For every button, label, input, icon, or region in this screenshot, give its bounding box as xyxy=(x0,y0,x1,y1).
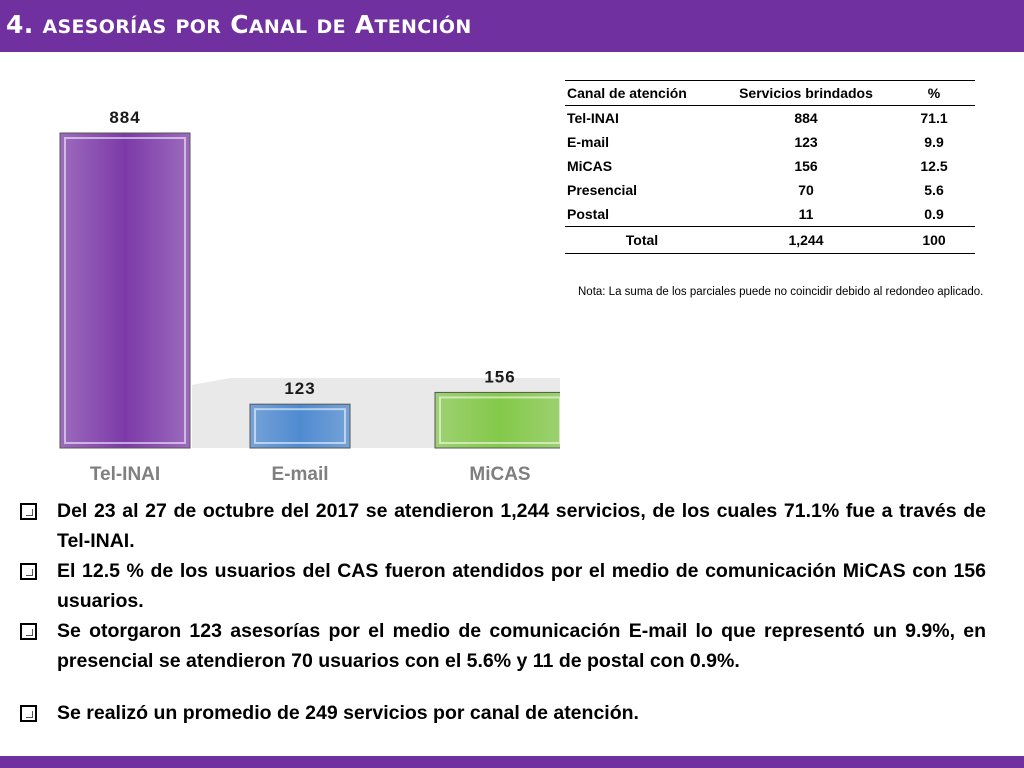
table-cell: 884 xyxy=(794,110,818,126)
bullet-item: Se realizó un promedio de 249 servicios … xyxy=(20,698,986,728)
bullet-item: El 12.5 % de los usuarios del CAS fueron… xyxy=(20,556,986,616)
table-cell: 5.6 xyxy=(924,182,944,198)
title-number: 4. xyxy=(6,10,34,39)
title-bar: 4. Asesorías por Canal de Atención xyxy=(0,0,1024,52)
table-header-row: Canal de atención Servicios brindados % xyxy=(565,80,975,106)
table-cell: Postal xyxy=(567,206,610,222)
bar-tel-inai xyxy=(59,132,191,449)
table-cell: 156 xyxy=(794,158,818,174)
bullet-item: Se otorgaron 123 asesorías por el medio … xyxy=(20,616,986,676)
title-word: de xyxy=(316,16,346,38)
bullet-text: Se realizó un promedio de 249 servicios … xyxy=(57,702,639,724)
bullet-text: El 12.5 % de los usuarios del CAS fueron… xyxy=(57,560,986,612)
table-cell: 1,244 xyxy=(719,226,893,254)
title-word: por xyxy=(175,16,222,38)
category-label: MiCAS xyxy=(469,464,530,485)
category-label: E-mail xyxy=(271,464,328,485)
services-table: Canal de atención Servicios brindados % … xyxy=(565,80,975,254)
bullet-text: Se otorgaron 123 asesorías por el medio … xyxy=(57,620,986,672)
table-row: Postal 11 0.9 xyxy=(565,202,975,227)
checkbox-bullet-icon xyxy=(20,705,37,722)
checkbox-bullet-icon xyxy=(20,563,37,580)
slide-title: 4. Asesorías por Canal de Atención xyxy=(6,10,472,39)
table-cell: E-mail xyxy=(567,134,610,150)
table-cell: Presencial xyxy=(567,182,638,198)
bar-value-label: 123 xyxy=(284,379,315,398)
bar-bevel xyxy=(64,137,186,444)
table-cell: 0.9 xyxy=(924,206,944,222)
bar-value-label: 884 xyxy=(109,108,140,127)
bottom-bar xyxy=(0,756,1024,768)
table-cell: 11 xyxy=(798,206,814,222)
bar-micas xyxy=(434,391,560,449)
checkbox-bullet-icon xyxy=(20,623,37,640)
checkbox-bullet-icon xyxy=(20,503,37,520)
table-cell: 71.1 xyxy=(920,110,948,126)
title-word: Asesorías xyxy=(42,16,167,38)
table-row: Tel-INAI 884 71.1 xyxy=(565,106,975,131)
table-note: Nota: La suma de los parciales puede no … xyxy=(578,286,984,298)
bar-chart: 884Tel-INAI123E-mail156MiCAS70Presencial… xyxy=(59,108,560,485)
table-cell: 12.5 xyxy=(920,158,948,174)
bar-e-mail xyxy=(249,403,351,449)
title-word: Atención xyxy=(354,10,472,39)
title-word: Canal xyxy=(230,10,308,39)
bullet-list: Del 23 al 27 de octubre del 2017 se aten… xyxy=(20,496,986,728)
bullet-text: Del 23 al 27 de octubre del 2017 se aten… xyxy=(57,500,986,552)
table-cell: 9.9 xyxy=(924,134,944,150)
category-label: Tel-INAI xyxy=(90,464,160,485)
table-cell: 100 xyxy=(893,226,975,254)
table-cell: 70 xyxy=(798,182,814,198)
table-header: Servicios brindados xyxy=(719,80,893,106)
bar-bevel xyxy=(439,396,560,445)
table-row: Presencial 70 5.6 xyxy=(565,178,975,202)
table-header: % xyxy=(893,80,975,106)
bullet-item: Del 23 al 27 de octubre del 2017 se aten… xyxy=(20,496,986,556)
table-header: Canal de atención xyxy=(565,80,719,106)
table-cell: Tel-INAI xyxy=(567,110,619,126)
table-cell: 123 xyxy=(794,134,818,150)
table-row: MiCAS 156 12.5 xyxy=(565,154,975,178)
bar-bevel xyxy=(254,408,346,444)
table-cell: Total xyxy=(565,226,719,254)
table-cell: MiCAS xyxy=(567,158,613,174)
table-row: E-mail 123 9.9 xyxy=(565,130,975,154)
bar-value-label: 156 xyxy=(484,367,515,386)
table-total-row: Total 1,244 100 xyxy=(565,226,975,254)
